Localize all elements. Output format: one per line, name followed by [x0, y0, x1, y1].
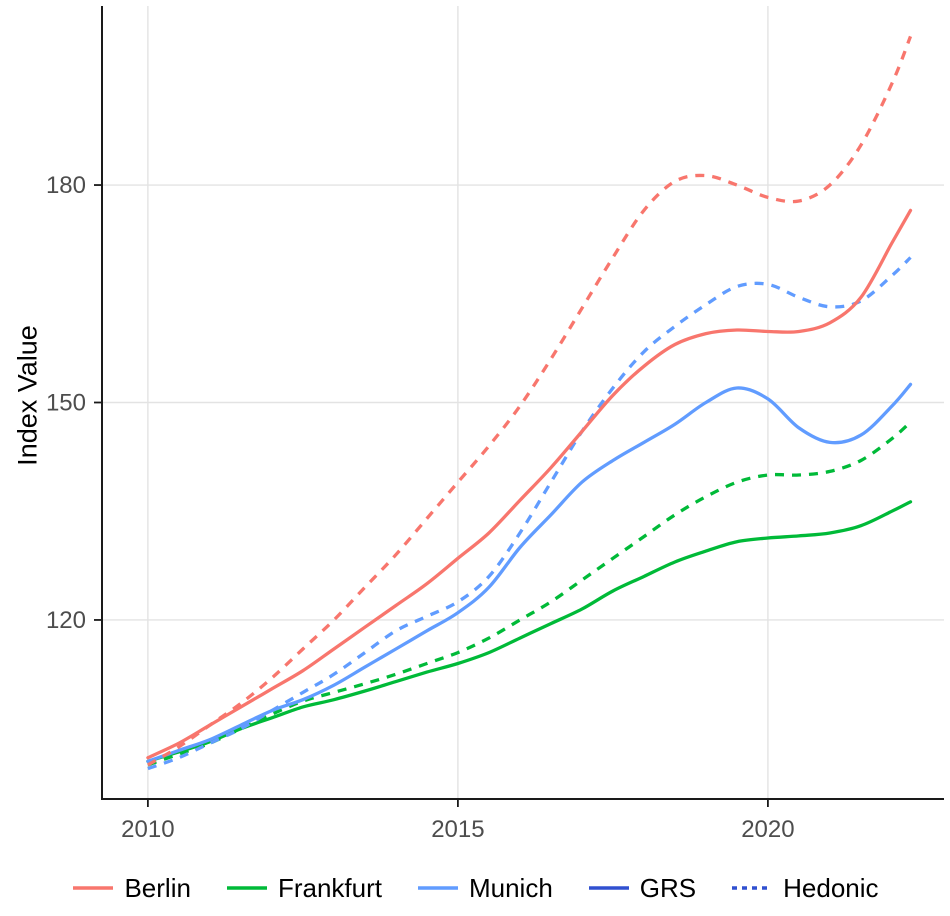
chart-canvas: 120 150 180 2010 2015 2020 [46, 6, 944, 843]
legend-label-hedonic: Hedonic [783, 873, 879, 903]
legend-label-berlin: Berlin [124, 873, 191, 903]
legend-item-hedonic: Hedonic [730, 873, 879, 903]
y-tick-label: 120 [46, 607, 86, 634]
series-line-berlin-grs [146, 208, 913, 760]
x-tick-label: 2015 [431, 816, 484, 843]
legend-key-line-grs [588, 886, 629, 890]
legend-key-line-munich [417, 886, 458, 890]
x-tick-label: 2010 [121, 816, 174, 843]
legend-label-munich: Munich [468, 873, 553, 903]
legend-label-frankfurt: Frankfurt [277, 873, 382, 903]
legend-key-line-hedonic [732, 886, 773, 890]
legend-item-berlin: Berlin [71, 873, 191, 903]
series-line-munich-hedonic [147, 256, 912, 771]
y-tick-label: 180 [46, 172, 86, 199]
legend-key-line-frankfurt [226, 886, 267, 890]
legend-key-line-berlin [73, 886, 114, 890]
legend-item-munich: Munich [416, 875, 553, 901]
series-line-munich-grs [146, 382, 913, 763]
series-line-frankfurt-hedonic [147, 420, 912, 767]
series-line-frankfurt-grs [146, 500, 913, 763]
y-axis-title: Index Value [12, 325, 43, 466]
legend-item-frankfurt: Frankfurt [225, 875, 382, 901]
series-line-berlin-hedonic [147, 35, 913, 767]
y-tick-label: 150 [46, 390, 86, 417]
legend-item-grs: GRS [587, 875, 696, 901]
chart-legend: Berlin Frankfurt Munich GRS Hedonic [0, 866, 950, 910]
legend-label-grs: GRS [639, 873, 697, 903]
x-tick-label: 2020 [741, 816, 794, 843]
